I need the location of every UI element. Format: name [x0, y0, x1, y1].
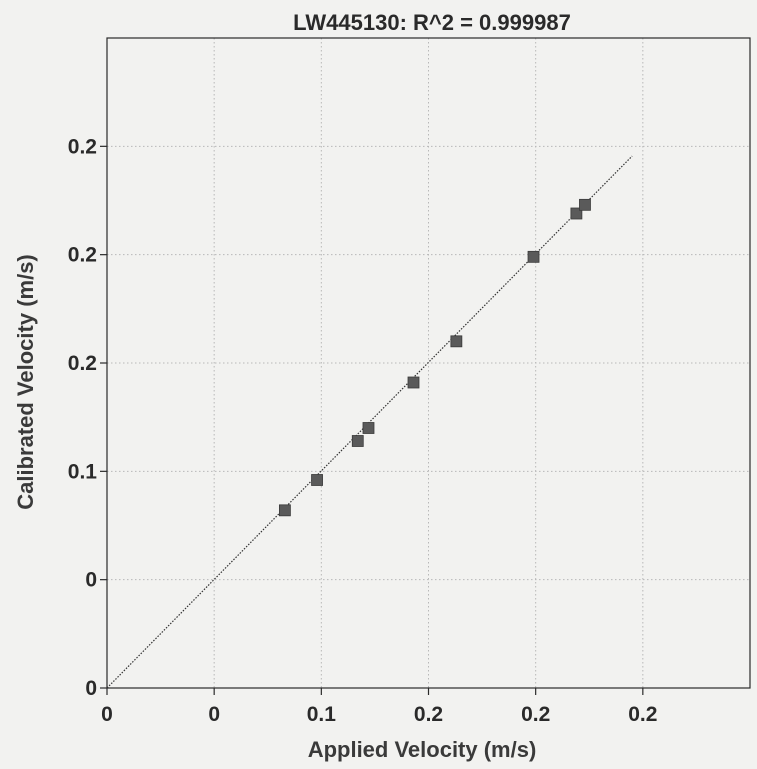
fit-line	[106, 155, 633, 689]
data-point-8	[579, 198, 591, 211]
data-point-7	[570, 207, 583, 220]
x-axis-title: Applied Velocity (m/s)	[308, 737, 537, 762]
data-point-6	[527, 250, 540, 263]
x-tick-label-1: 0	[208, 703, 220, 726]
y-tick-label-0: 0	[85, 677, 97, 700]
data-point-1	[311, 474, 323, 486]
y-tick-label-2: 0.1	[68, 460, 98, 483]
data-point-4	[407, 376, 420, 389]
chart-title: LW445130: R^2 = 0.999987	[293, 10, 571, 35]
y-axis-title: Calibrated Velocity (m/s)	[13, 254, 38, 510]
x-tick-label-4: 0.2	[521, 703, 550, 726]
data-point-5	[450, 335, 463, 348]
x-tick-label-3: 0.2	[414, 703, 443, 726]
x-tick-label-5: 0.2	[628, 703, 657, 726]
data-point-3	[362, 422, 375, 434]
fit-line-group	[106, 155, 633, 689]
y-tick-label-4: 0.2	[68, 244, 97, 267]
y-axis-ticks: 0 0 0.1 0.2 0.2 0.2	[68, 135, 107, 700]
x-tick-label-2: 0.1	[307, 703, 337, 726]
data-points	[278, 198, 591, 517]
y-tick-label-5: 0.2	[68, 135, 97, 158]
y-tick-label-1: 0	[85, 569, 97, 592]
data-point-2	[351, 435, 364, 447]
x-tick-label-0: 0	[101, 703, 113, 726]
x-axis-ticks: 0 0 0.1 0.2 0.2 0.2	[101, 688, 657, 726]
data-point-0	[278, 504, 291, 517]
y-tick-label-3: 0.2	[68, 352, 97, 375]
